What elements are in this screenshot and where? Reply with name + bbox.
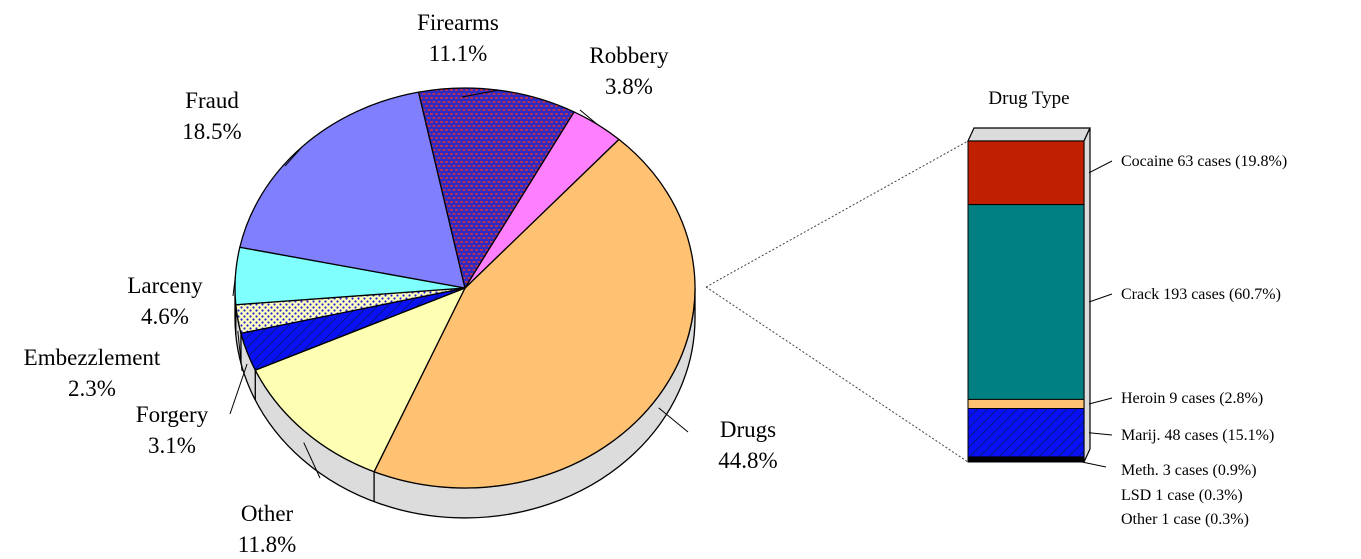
pie-label-larceny: Larceny [127, 273, 203, 298]
bar-segment-marij [967, 408, 1085, 458]
pie-label-firearms: Firearms [417, 10, 499, 35]
drug-type-labels: Cocaine 63 cases (19.8%) Crack 193 cases … [1081, 153, 1287, 528]
connector-line-bottom [705, 286, 969, 463]
leader-line-larceny [232, 275, 236, 297]
drug-type-title: Drug Type [988, 88, 1069, 109]
leader-line-firearms [461, 89, 499, 98]
pie-value-fraud: 18.5% [182, 119, 241, 144]
drug-detail-connector [705, 140, 969, 463]
pie-value-larceny: 4.6% [141, 304, 189, 329]
leader-line-other [303, 442, 321, 479]
pie-label-robbery: Robbery [589, 43, 669, 68]
pie-label-drugs: Drugs [720, 417, 776, 442]
pie-value-drugs: 44.8% [718, 448, 777, 473]
pie-label-fraud: Fraud [185, 88, 239, 113]
bar-top-face [967, 127, 1091, 142]
bar-segment-cocaine [967, 140, 1085, 206]
leader-line-embezzlement [237, 331, 243, 372]
pie-label-other: Other [241, 501, 294, 526]
pie-value-robbery: 3.8% [605, 74, 653, 99]
bar-label-lsd: LSD 1 case (0.3%) [1121, 487, 1243, 504]
pie-value-forgery: 3.1% [148, 433, 196, 458]
bar-segment-crack [967, 204, 1085, 400]
pie-labels: Drugs 44.8% Other 11.8% Forgery 3.1% Embezzlem… [24, 10, 778, 557]
drug-type-stacked-bar [967, 127, 1091, 463]
leader-line-drugs [658, 407, 689, 433]
bar-segment-heroin [967, 398, 1085, 410]
pie-value-embezzlement: 2.3% [68, 376, 116, 401]
bar-leader-cocaine [1088, 160, 1113, 174]
pie-slice-robbery [464, 111, 620, 289]
leader-line-fraud [284, 146, 303, 167]
bar-label-marij: Marij. 48 cases (15.1%) [1121, 427, 1274, 444]
connector-line-top [705, 140, 969, 288]
pie-value-other: 11.8% [238, 532, 297, 557]
bar-label-other: Other 1 case (0.3%) [1121, 511, 1249, 528]
bar-leader-marij [1088, 432, 1113, 436]
bar-side-face [1083, 127, 1091, 463]
pie-slice-fraud [239, 91, 466, 289]
leader-line-robbery [579, 109, 598, 125]
bar-leader-heroin [1088, 397, 1113, 405]
bar-label-meth: Meth. 3 cases (0.9%) [1121, 462, 1257, 479]
bar-leader-crack [1088, 293, 1113, 303]
bar-leader-meth [1081, 461, 1107, 468]
pie-slice-drugs [373, 138, 696, 489]
pie-value-firearms: 11.1% [429, 41, 488, 66]
bar-label-crack: Crack 193 cases (60.7%) [1121, 286, 1281, 303]
pie-slice-other [254, 287, 466, 473]
pie-label-embezzlement: Embezzlement [24, 345, 161, 370]
bar-label-cocaine: Cocaine 63 cases (19.8%) [1121, 153, 1287, 170]
pie-label-forgery: Forgery [136, 402, 209, 427]
crime-pie-chart [234, 87, 696, 519]
leader-line-forgery [229, 363, 248, 415]
bar-segment-other [967, 460, 1085, 463]
bar-label-heroin: Heroin 9 cases (2.8%) [1121, 390, 1263, 407]
